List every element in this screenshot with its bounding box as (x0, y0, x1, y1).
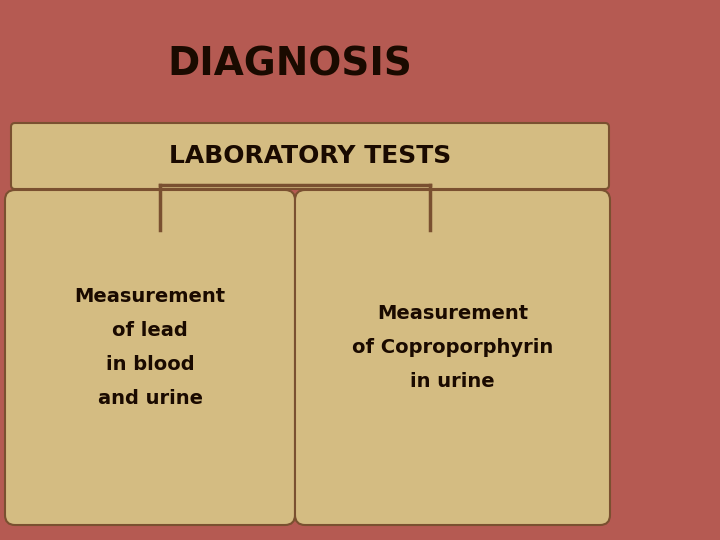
Text: Measurement
of Coproporphyrin
in urine: Measurement of Coproporphyrin in urine (352, 304, 553, 391)
FancyBboxPatch shape (11, 123, 609, 189)
Text: LABORATORY TESTS: LABORATORY TESTS (169, 144, 451, 168)
Text: DIAGNOSIS: DIAGNOSIS (168, 46, 413, 84)
FancyBboxPatch shape (5, 190, 295, 525)
FancyBboxPatch shape (295, 190, 610, 525)
Text: Measurement
of lead
in blood
and urine: Measurement of lead in blood and urine (74, 287, 225, 408)
